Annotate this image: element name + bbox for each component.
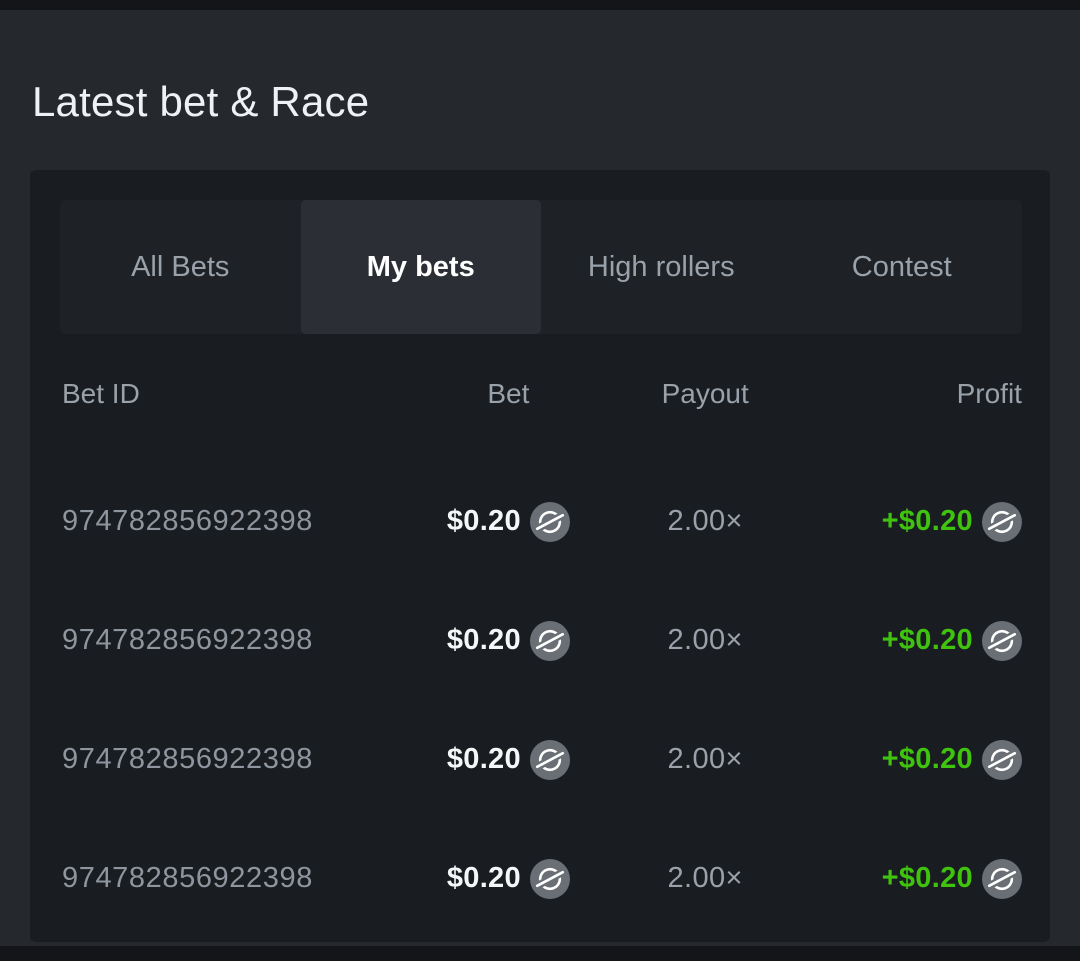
- bets-table: Bet ID Bet Payout Profit 974782856922398…: [62, 376, 1022, 938]
- stellar-coin-icon: [982, 740, 1022, 780]
- tab-contest[interactable]: Contest: [851, 250, 952, 283]
- bet-amount-value: $0.20: [446, 624, 521, 656]
- header-payout: Payout: [661, 378, 749, 409]
- profit-value: +$0.20: [881, 624, 973, 656]
- stellar-coin-icon: [982, 502, 1022, 542]
- header-profit: Profit: [956, 378, 1022, 409]
- top-edge-bar: [0, 0, 1080, 10]
- page-title: Latest bet & Race: [32, 78, 370, 125]
- tab-my-bets[interactable]: My bets: [300, 200, 541, 334]
- payout-value: 2.00×: [667, 505, 743, 537]
- bet-id-value: 974782856922398: [62, 743, 313, 775]
- table-row[interactable]: 974782856922398 $0.20 2.00× +$0.20: [62, 462, 1022, 581]
- bet-amount-value: $0.20: [446, 505, 521, 537]
- bottom-edge-bar: [0, 946, 1080, 961]
- payout-value: 2.00×: [667, 862, 743, 894]
- bet-id-value: 974782856922398: [62, 505, 313, 537]
- stellar-coin-icon: [982, 859, 1022, 899]
- table-row[interactable]: 974782856922398 $0.20 2.00× +$0.20: [62, 819, 1022, 938]
- stellar-coin-icon: [530, 502, 570, 542]
- bet-id-value: 974782856922398: [62, 624, 313, 656]
- table-header-row: Bet ID Bet Payout Profit: [62, 376, 1022, 412]
- bets-tab-strip: All Bets My bets High rollers Contest: [60, 200, 1022, 334]
- stellar-coin-icon: [530, 621, 570, 661]
- profit-value: +$0.20: [881, 505, 973, 537]
- header-bet: Bet: [487, 378, 530, 409]
- stellar-coin-icon: [530, 859, 570, 899]
- bets-panel: All Bets My bets High rollers Contest Be…: [30, 170, 1050, 942]
- tab-high-rollers[interactable]: High rollers: [587, 250, 735, 283]
- table-body: 974782856922398 $0.20 2.00× +$0.20 97478…: [62, 462, 1022, 938]
- table-row[interactable]: 974782856922398 $0.20 2.00× +$0.20: [62, 700, 1022, 819]
- stellar-coin-icon: [982, 621, 1022, 661]
- bet-id-value: 974782856922398: [62, 862, 313, 894]
- payout-value: 2.00×: [667, 743, 743, 775]
- header-bet-id: Bet ID: [62, 378, 140, 409]
- bet-amount-value: $0.20: [446, 743, 521, 775]
- stellar-coin-icon: [530, 740, 570, 780]
- tab-all-bets[interactable]: All Bets: [131, 250, 230, 283]
- payout-value: 2.00×: [667, 624, 743, 656]
- profit-value: +$0.20: [881, 743, 973, 775]
- profit-value: +$0.20: [881, 862, 973, 894]
- table-row[interactable]: 974782856922398 $0.20 2.00× +$0.20: [62, 581, 1022, 700]
- bet-amount-value: $0.20: [446, 862, 521, 894]
